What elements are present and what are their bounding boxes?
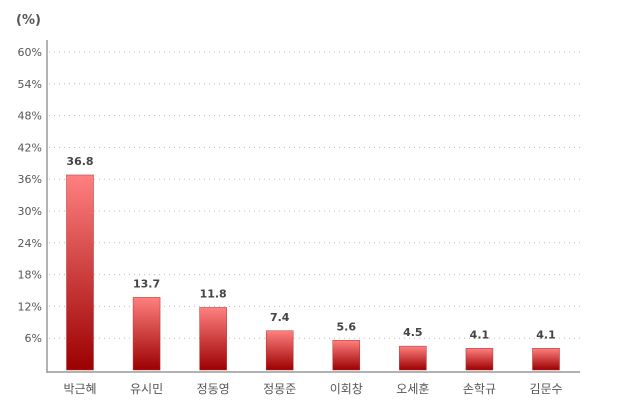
y-tick-label: 54% <box>18 78 42 91</box>
x-tick-label: 이회창 <box>330 382 363 396</box>
bar <box>265 330 294 371</box>
y-axis-unit-label: (%) <box>16 13 41 28</box>
y-tick-label: 12% <box>18 300 42 313</box>
x-tick-label: 정동영 <box>197 382 230 396</box>
y-tick-label: 6% <box>25 332 42 345</box>
x-tick-label: 손학규 <box>463 382 496 396</box>
x-tick-label: 정몽준 <box>263 382 296 396</box>
bar <box>199 307 227 371</box>
y-tick-label: 60% <box>18 46 42 59</box>
data-label: 36.8 <box>66 155 93 168</box>
x-tick-label: 유시민 <box>130 382 163 396</box>
bar <box>332 340 361 371</box>
x-tick-label: 오세훈 <box>396 382 429 396</box>
y-tick-label: 36% <box>18 173 42 186</box>
x-tick-label: 김문수 <box>529 382 562 396</box>
data-label: 4.1 <box>470 328 490 341</box>
y-tick-label: 30% <box>18 205 42 218</box>
data-label: 4.1 <box>536 328 556 341</box>
data-label: 13.7 <box>133 277 160 290</box>
y-tick-label: 24% <box>18 237 42 250</box>
bar <box>532 348 560 371</box>
y-tick-label: 48% <box>18 110 42 123</box>
data-label: 7.4 <box>270 311 290 324</box>
bar <box>66 174 94 371</box>
data-label: 11.8 <box>200 287 227 300</box>
bar <box>132 297 161 371</box>
y-tick-label: 42% <box>18 141 42 154</box>
y-tick-label: 18% <box>18 269 42 282</box>
data-label: 4.5 <box>403 326 423 339</box>
x-tick-label: 박근혜 <box>63 382 96 396</box>
bar <box>465 348 494 371</box>
data-label: 5.6 <box>337 320 357 333</box>
bar <box>399 345 427 371</box>
